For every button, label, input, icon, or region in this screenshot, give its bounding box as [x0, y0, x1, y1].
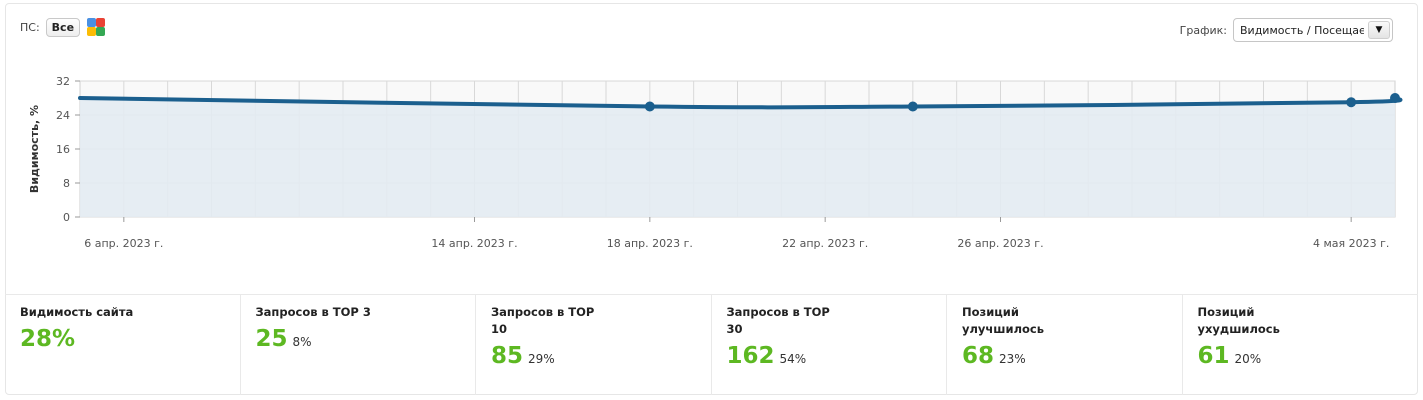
- x-tick-label: 26 апр. 2023 г.: [957, 237, 1043, 250]
- graph-type-select[interactable]: Видимость / Посещаемость ▼: [1233, 18, 1393, 42]
- ps-label: ПС:: [20, 20, 40, 34]
- stat-value: 28%: [20, 326, 76, 352]
- series-area: [80, 98, 1401, 217]
- stat-percent: 23%: [999, 352, 1026, 366]
- series-point: [1390, 93, 1400, 103]
- y-tick-label: 16: [56, 143, 70, 156]
- stat-visibility: Видимость сайта 28%: [5, 295, 241, 395]
- stat-worsened: Позиций ухудшилось 61 20%: [1183, 295, 1419, 395]
- stat-title: Запросов в ТОР 10: [491, 305, 595, 336]
- search-engine-filter: ПС: Все: [20, 17, 106, 37]
- stat-percent: 29%: [528, 352, 555, 366]
- stat-value: 68: [962, 343, 995, 369]
- x-tick-label: 14 апр. 2023 г.: [431, 237, 517, 250]
- x-tick-label: 4 мая 2023 г.: [1313, 237, 1389, 250]
- chevron-down-icon[interactable]: ▼: [1368, 21, 1390, 39]
- graph-label: График:: [1179, 23, 1227, 37]
- ps-all-button[interactable]: Все: [45, 17, 81, 37]
- series-point: [1346, 97, 1357, 108]
- stat-title: Видимость сайта: [20, 305, 134, 319]
- stat-top10: Запросов в ТОР 10 85 29%: [476, 295, 712, 395]
- stat-title: Запросов в ТОР 30: [726, 305, 830, 336]
- series-point: [907, 101, 918, 112]
- series-point: [644, 101, 655, 112]
- stat-percent: 54%: [779, 352, 807, 366]
- stat-top30: Запросов в ТОР 30 162 54%: [712, 295, 947, 395]
- x-tick-label: 6 апр. 2023 г.: [84, 237, 163, 250]
- y-axis-label: Видимость, %: [28, 105, 41, 193]
- y-tick-label: 8: [63, 177, 70, 190]
- stat-title: Позиций улучшилось: [962, 305, 1044, 336]
- graph-type-control: График: Видимость / Посещаемость ▼: [1180, 18, 1393, 42]
- y-tick-label: 0: [63, 211, 70, 224]
- stat-value: 85: [491, 343, 524, 369]
- x-tick-label: 22 апр. 2023 г.: [782, 237, 868, 250]
- stat-top3: Запросов в ТОР 3 25 8%: [241, 295, 476, 395]
- stat-value: 61: [1197, 343, 1230, 369]
- x-tick-label: 18 апр. 2023 г.: [607, 237, 693, 250]
- stat-percent: 20%: [1234, 352, 1262, 366]
- stats-bar: Видимость сайта 28% Запросов в ТОР 3 25 …: [5, 294, 1418, 395]
- y-tick-label: 32: [56, 75, 70, 88]
- stat-value: 25: [255, 326, 288, 352]
- visibility-chart: 0 8 16 24 32 Видимость, % 6 апр. 2023 г. 14 апр…: [28, 75, 1403, 250]
- stat-percent: 8%: [292, 335, 312, 349]
- stat-title: Позиций ухудшилось: [1197, 305, 1280, 336]
- stat-value: 162: [726, 343, 775, 369]
- y-tick-label: 24: [56, 109, 70, 122]
- search-engines-icon[interactable]: [86, 17, 106, 37]
- stat-title: Запросов в ТОР 3: [255, 305, 371, 319]
- graph-select-value: Видимость / Посещаемость: [1240, 23, 1364, 37]
- stat-improved: Позиций улучшилось 68 23%: [947, 295, 1183, 395]
